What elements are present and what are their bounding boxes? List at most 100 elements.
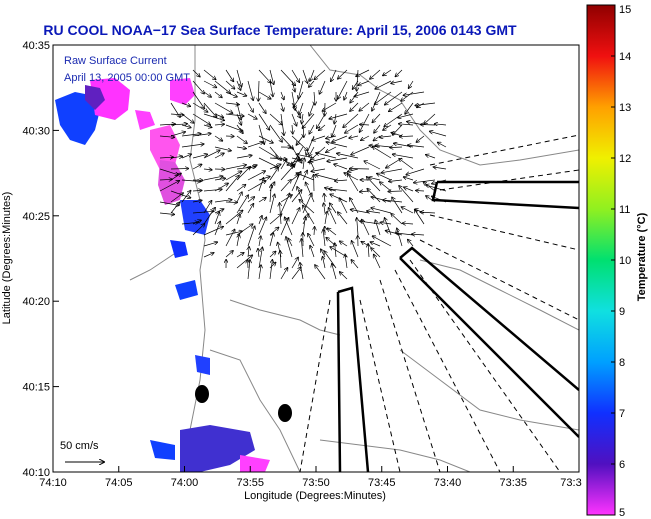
current-vector bbox=[345, 254, 347, 269]
current-vector bbox=[192, 200, 202, 202]
current-vector bbox=[358, 80, 370, 85]
current-vector bbox=[258, 124, 264, 144]
current-vector bbox=[373, 135, 381, 141]
current-vector bbox=[328, 208, 337, 225]
current-vector bbox=[203, 227, 223, 236]
colorbar-tick-label: 10 bbox=[619, 255, 631, 267]
current-vector bbox=[291, 80, 295, 92]
x-axis-label: Longitude (Degrees:Minutes) bbox=[244, 490, 386, 502]
current-vector bbox=[181, 102, 190, 106]
legend-line-1: Raw Surface Current bbox=[64, 55, 167, 67]
current-vector bbox=[321, 249, 326, 258]
current-vector bbox=[258, 146, 277, 158]
current-vector bbox=[214, 222, 220, 236]
current-vector bbox=[269, 146, 281, 160]
current-vector bbox=[247, 181, 266, 192]
current-vector bbox=[386, 231, 403, 236]
current-vector bbox=[352, 241, 359, 258]
current-vector bbox=[392, 197, 403, 214]
current-vector bbox=[280, 164, 295, 181]
current-vector bbox=[181, 154, 191, 159]
current-vector bbox=[302, 193, 312, 214]
current-vector bbox=[408, 240, 414, 247]
current-vector bbox=[258, 177, 270, 181]
current-vector bbox=[259, 236, 261, 247]
y-tick-label: 40:15 bbox=[22, 382, 50, 394]
current-vector bbox=[424, 113, 436, 124]
current-vector bbox=[309, 124, 315, 134]
current-vector bbox=[314, 69, 326, 79]
current-vector bbox=[380, 222, 392, 224]
current-vector bbox=[350, 102, 359, 111]
current-vector bbox=[377, 174, 392, 181]
current-vector bbox=[338, 212, 348, 225]
current-vector bbox=[401, 207, 414, 214]
current-vector bbox=[280, 113, 284, 135]
station-marker bbox=[278, 404, 292, 422]
current-vector bbox=[159, 168, 178, 175]
current-vector bbox=[399, 186, 414, 203]
current-vector bbox=[361, 242, 370, 247]
current-vector bbox=[269, 262, 276, 269]
current-vector bbox=[375, 80, 392, 89]
current-vector bbox=[192, 190, 202, 191]
current-vector bbox=[269, 164, 281, 170]
current-vector bbox=[258, 69, 271, 83]
current-vector bbox=[258, 157, 278, 167]
current-vector bbox=[351, 146, 370, 155]
current-vector bbox=[372, 113, 381, 122]
current-vector bbox=[280, 180, 291, 192]
current-vector bbox=[326, 136, 337, 139]
current-vector bbox=[393, 154, 414, 159]
current-vector bbox=[315, 265, 326, 280]
x-tick-label: 73:35 bbox=[499, 477, 527, 489]
current-vector bbox=[159, 124, 175, 125]
current-vector bbox=[170, 132, 185, 137]
current-vector bbox=[291, 113, 297, 126]
current-vector bbox=[371, 248, 381, 258]
current-vector bbox=[225, 69, 234, 82]
current-vector bbox=[372, 236, 392, 247]
y-tick-label: 40:10 bbox=[22, 467, 50, 479]
current-vector bbox=[384, 113, 403, 126]
current-vector bbox=[302, 170, 307, 181]
colorbar-tick-label: 7 bbox=[619, 408, 625, 420]
current-vector bbox=[247, 113, 257, 119]
current-vector bbox=[225, 176, 239, 192]
current-vector bbox=[291, 135, 308, 151]
current-vector bbox=[192, 211, 214, 213]
current-vector bbox=[319, 124, 326, 130]
current-vector bbox=[326, 146, 337, 152]
current-vector bbox=[296, 135, 304, 145]
current-vector bbox=[247, 80, 253, 100]
current-vector bbox=[399, 124, 414, 125]
station-marker bbox=[195, 385, 209, 403]
current-vector bbox=[323, 257, 326, 269]
current-vector bbox=[291, 267, 301, 280]
colorbar-tick-label: 11 bbox=[619, 204, 630, 216]
current-vector bbox=[159, 136, 174, 137]
colorbar-tick-label: 13 bbox=[619, 102, 631, 114]
current-vector bbox=[421, 125, 436, 126]
current-vector bbox=[398, 113, 414, 118]
current-vector bbox=[324, 251, 337, 269]
current-vector bbox=[338, 80, 348, 99]
current-vector bbox=[404, 177, 414, 181]
current-vector bbox=[159, 157, 173, 158]
current-vector bbox=[287, 157, 304, 165]
x-tick-label: 73:40 bbox=[434, 477, 462, 489]
current-vector bbox=[258, 216, 262, 225]
current-vector bbox=[214, 113, 224, 118]
current-vector bbox=[258, 198, 266, 203]
current-vector bbox=[291, 190, 302, 203]
current-vector bbox=[269, 214, 282, 225]
current-vector bbox=[225, 124, 242, 131]
current-vector bbox=[339, 198, 348, 214]
current-vector bbox=[334, 113, 336, 124]
current-vector bbox=[400, 136, 414, 137]
current-vector bbox=[325, 212, 327, 225]
current-vector bbox=[247, 197, 254, 203]
current-vector bbox=[247, 171, 265, 181]
current-vector bbox=[247, 226, 255, 247]
current-vector bbox=[280, 193, 290, 214]
